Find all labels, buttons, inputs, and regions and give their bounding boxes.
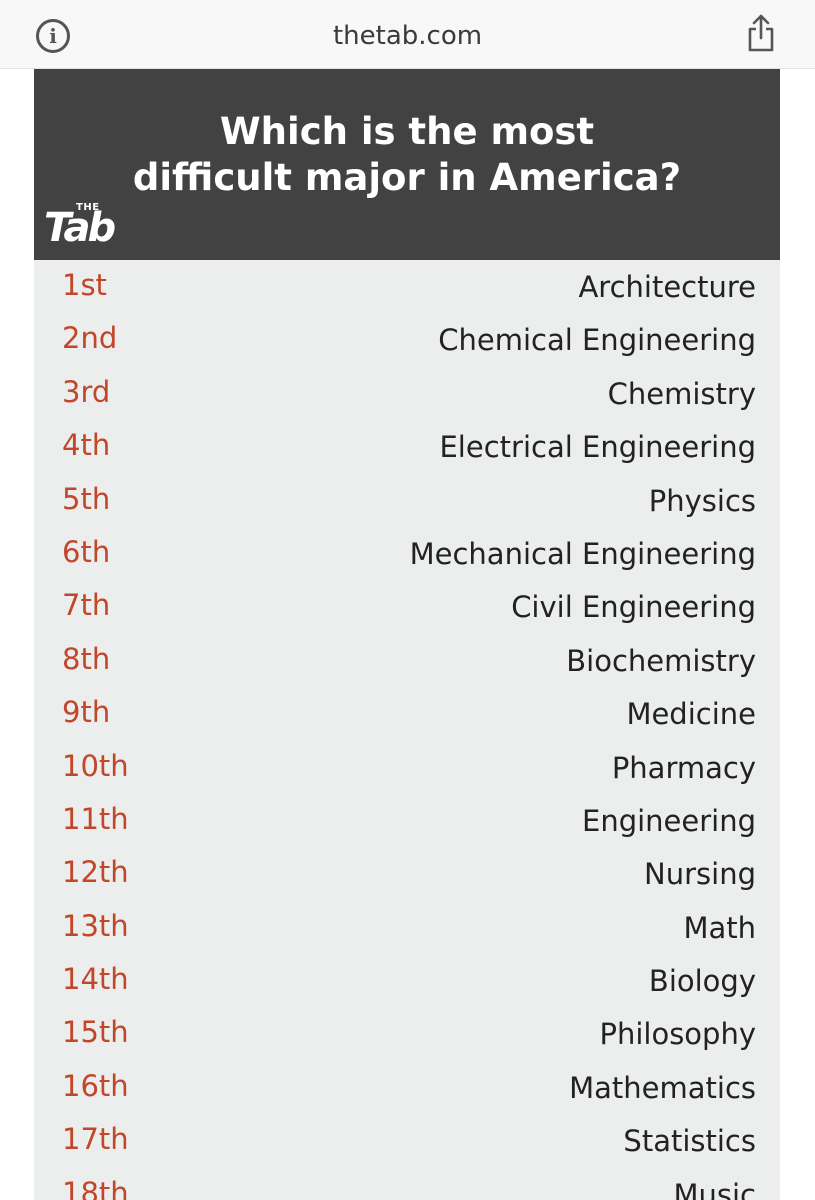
- list-item: 14th Biology: [34, 954, 780, 1007]
- major-name: Music: [673, 1177, 756, 1200]
- list-item: 8th Biochemistry: [34, 634, 780, 687]
- major-name: Architecture: [578, 270, 756, 304]
- logo-large-text: Tab: [44, 205, 116, 251]
- infographic-title: Which is the most difficult major in Ame…: [34, 109, 780, 201]
- list-item: 5th Physics: [34, 474, 780, 527]
- url-text[interactable]: thetab.com: [332, 21, 483, 51]
- infographic-header: Which is the most difficult major in Ame…: [34, 69, 780, 260]
- rank-label: 12th: [62, 855, 129, 890]
- major-name: Chemical Engineering: [438, 323, 756, 358]
- major-name: Civil Engineering: [511, 590, 756, 625]
- rank-label: 5th: [62, 481, 111, 516]
- browser-address-bar: i thetab.com: [0, 0, 815, 69]
- title-line-1: Which is the most: [219, 110, 595, 153]
- ranking-list: 1st Architecture 2nd Chemical Engineering 3r…: [34, 260, 780, 1200]
- rank-label: 8th: [62, 641, 111, 676]
- rank-label: 13th: [62, 908, 129, 943]
- major-name: Biology: [648, 964, 756, 999]
- major-name: Engineering: [582, 803, 756, 838]
- major-name: Mechanical Engineering: [409, 536, 756, 571]
- list-item: 1st Architecture: [34, 260, 780, 313]
- rank-label: 14th: [62, 962, 129, 997]
- list-item: 13th Math: [34, 901, 780, 954]
- major-name: Nursing: [644, 857, 756, 892]
- list-item: 15th Philosophy: [34, 1007, 780, 1060]
- rank-label: 4th: [62, 428, 111, 463]
- list-item: 9th Medicine: [34, 687, 780, 740]
- rank-label: 3rd: [62, 374, 111, 409]
- major-name: Biochemistry: [566, 643, 756, 678]
- major-name: Mathematics: [569, 1070, 756, 1105]
- list-item: 11th Engineering: [34, 794, 780, 847]
- rank-label: 10th: [62, 748, 129, 783]
- major-name: Pharmacy: [611, 750, 756, 785]
- rank-label: 2nd: [62, 321, 118, 356]
- rank-label: 17th: [62, 1122, 129, 1157]
- list-item: 10th Pharmacy: [34, 741, 780, 794]
- rank-label: 6th: [62, 534, 111, 569]
- list-item: 2nd Chemical Engineering: [34, 313, 780, 366]
- rank-label: 11th: [62, 801, 129, 836]
- title-line-2: difficult major in America?: [132, 156, 682, 199]
- rank-label: 1st: [62, 268, 107, 302]
- ranking-infographic: Which is the most difficult major in Ame…: [34, 69, 780, 1200]
- major-name: Philosophy: [599, 1017, 756, 1052]
- list-item: 7th Civil Engineering: [34, 580, 780, 633]
- major-name: Electrical Engineering: [439, 430, 756, 465]
- rank-label: 16th: [62, 1068, 129, 1103]
- major-name: Medicine: [626, 697, 756, 732]
- share-icon[interactable]: [746, 14, 776, 52]
- major-name: Statistics: [623, 1124, 756, 1159]
- list-item: 16th Mathematics: [34, 1061, 780, 1114]
- list-item: 6th Mechanical Engineering: [34, 527, 780, 580]
- list-item: 3rd Chemistry: [34, 367, 780, 420]
- major-name: Physics: [648, 483, 756, 518]
- major-name: Math: [683, 910, 756, 945]
- major-name: Chemistry: [607, 376, 756, 411]
- list-item: 12th Nursing: [34, 847, 780, 900]
- list-item: 17th Statistics: [34, 1114, 780, 1167]
- list-item: 4th Electrical Engineering: [34, 420, 780, 473]
- info-icon[interactable]: i: [36, 19, 70, 53]
- logo-small-text: THE: [76, 202, 100, 213]
- rank-label: 18th: [62, 1175, 129, 1200]
- rank-label: 15th: [62, 1015, 129, 1050]
- the-tab-logo: THE Tab: [44, 202, 144, 254]
- rank-label: 9th: [62, 695, 111, 730]
- rank-label: 7th: [62, 588, 111, 623]
- list-item: 18th Music: [34, 1168, 780, 1200]
